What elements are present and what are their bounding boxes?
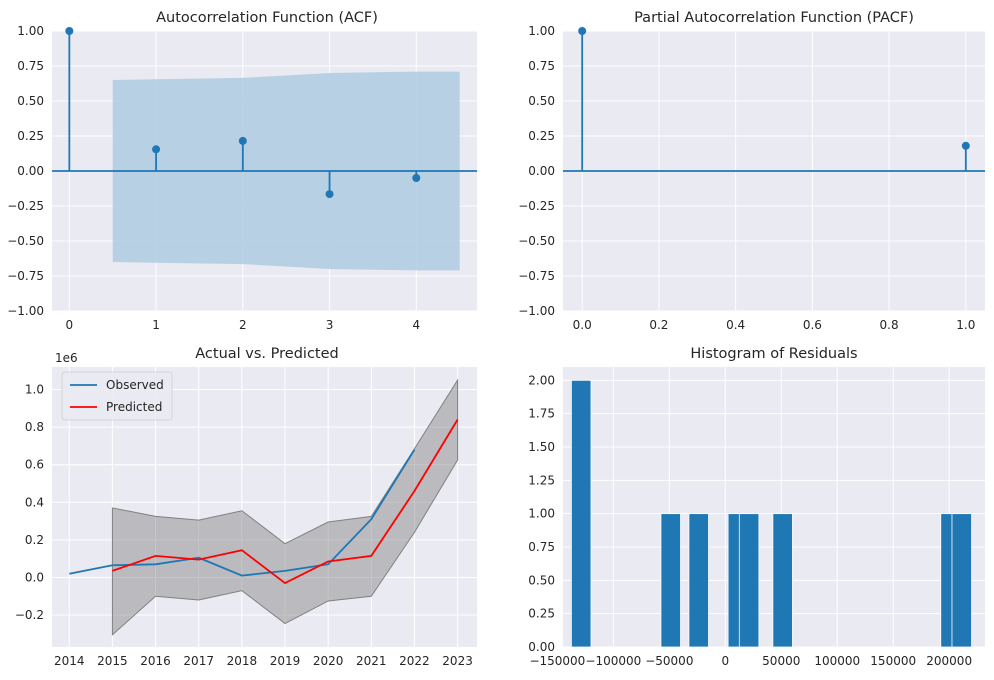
legend-frame: [61, 371, 173, 421]
actual-vs-predicted-subplot: Actual vs. Predicted 1e6 −0.2 0.0 0.2 0.4 0.…: [15, 346, 477, 668]
legend-label-observed: Observed: [106, 378, 164, 392]
avp-ytick-label: 1.0: [25, 383, 44, 397]
legend-label-predicted: Predicted: [106, 400, 162, 414]
hist-bar: [688, 513, 709, 648]
hist-xtick-label: −50000: [645, 654, 693, 668]
avp-xtick-label: 2016: [140, 654, 171, 668]
pacf-ytick-label: −0.25: [518, 199, 555, 213]
hist-bar: [772, 513, 793, 648]
acf-point: [412, 174, 421, 182]
hist-bar: [951, 513, 972, 648]
acf-subplot: Autocorrelation Function (ACF) −1.00 −0.7…: [7, 10, 477, 332]
acf-ytick-label: 0.00: [17, 164, 44, 178]
acf-ytick-label: −0.25: [7, 199, 44, 213]
acf-ytick-label: −0.75: [7, 269, 44, 283]
hist-title: Histogram of Residuals: [690, 346, 857, 362]
pacf-title: Partial Autocorrelation Function (PACF): [634, 10, 914, 26]
avp-xtick-label: 2018: [227, 654, 258, 668]
pacf-ytick-label: 1.00: [528, 24, 555, 38]
hist-xtick-label: 0: [721, 654, 729, 668]
hist-ytick-label: 1.50: [528, 440, 555, 454]
avp-ytick-label: 0.6: [25, 458, 44, 472]
hist-ytick-label: 1.75: [528, 407, 555, 421]
pacf-xtick-label: 0.8: [880, 318, 899, 332]
acf-xtick-label: 4: [412, 318, 420, 332]
acf-xtick-label: 2: [239, 318, 247, 332]
pacf-xtick-label: 0.0: [573, 318, 592, 332]
acf-ytick-label: 0.50: [17, 94, 44, 108]
avp-series-line-predicted: [112, 419, 459, 585]
hist-xtick-label: 100000: [814, 654, 860, 668]
avp-xtick-label: 2019: [270, 654, 301, 668]
hist-ytick-label: 0.00: [528, 640, 555, 654]
acf-xtick-label: 3: [326, 318, 334, 332]
pacf-ytick-label: 0.50: [528, 94, 555, 108]
avp-xtick-label: 2022: [399, 654, 430, 668]
acf-point: [152, 145, 161, 154]
pacf-ytick-label: −0.50: [518, 234, 555, 248]
avp-ytick-label: 0.8: [25, 420, 44, 434]
avp-xtick-label: 2020: [313, 654, 344, 668]
hist-bar: [738, 513, 760, 648]
hist-xtick-label: 50000: [762, 654, 800, 668]
hist-ytick-label: 0.25: [528, 607, 555, 621]
avp-title: Actual vs. Predicted: [195, 346, 338, 362]
avp-ytick-label: 0.2: [25, 533, 44, 547]
pacf-ytick-label: 0.00: [528, 164, 555, 178]
acf-ytick-label: 0.25: [17, 129, 44, 143]
pacf-xtick-label: 0.4: [726, 318, 745, 332]
avp-xtick-label: 2017: [183, 654, 214, 668]
pacf-xtick-label: 1.0: [956, 318, 975, 332]
avp-ytick-label: 0.0: [25, 570, 44, 584]
pacf-ytick-label: 0.25: [528, 129, 555, 143]
hist-xtick-label: −150000: [529, 654, 585, 668]
avp-prediction-interval: [111, 378, 459, 636]
avp-ytick-label: −0.2: [15, 608, 44, 622]
pacf-point: [961, 141, 970, 150]
acf-ytick-label: 0.75: [17, 59, 44, 73]
avp-legend: Observed Predicted: [61, 371, 173, 421]
pacf-subplot: Partial Autocorrelation Function (PACF) …: [518, 10, 985, 332]
hist-ytick-label: 1.25: [528, 473, 555, 487]
acf-xtick-label: 1: [152, 318, 160, 332]
histogram-subplot: Histogram of Residuals 0.00 0.25 0.50 0.75 1…: [528, 346, 985, 668]
acf-point: [325, 190, 334, 199]
avp-xtick-label: 2014: [54, 654, 85, 668]
pacf-point: [578, 27, 587, 35]
acf-title: Autocorrelation Function (ACF): [156, 10, 378, 26]
pacf-xtick-label: 0.2: [649, 318, 668, 332]
hist-ytick-label: 1.00: [528, 507, 555, 521]
acf-ytick-label: −0.50: [7, 234, 44, 248]
pacf-ytick-label: 0.75: [528, 59, 555, 73]
acf-point: [238, 136, 247, 145]
hist-xtick-label: 150000: [870, 654, 916, 668]
acf-ytick-label: 1.00: [17, 24, 44, 38]
hist-xtick-label: 200000: [926, 654, 972, 668]
avp-y-scale-label: 1e6: [55, 351, 78, 365]
pacf-ytick-label: −1.00: [518, 304, 555, 318]
avp-xtick-label: 2015: [97, 654, 128, 668]
hist-ytick-label: 0.50: [528, 573, 555, 587]
avp-xtick-label: 2023: [442, 654, 473, 668]
acf-ytick-label: −1.00: [7, 304, 44, 318]
hist-ytick-label: 0.75: [528, 540, 555, 554]
acf-xtick-label: 0: [66, 318, 74, 332]
avp-xtick-label: 2021: [356, 654, 387, 668]
avp-ytick-label: 0.4: [25, 495, 44, 509]
pacf-xtick-label: 0.6: [803, 318, 822, 332]
acf-point: [65, 27, 74, 35]
pacf-ytick-label: −0.75: [518, 269, 555, 283]
hist-bar: [570, 379, 592, 648]
hist-xtick-label: −100000: [585, 654, 641, 668]
hist-bar: [660, 513, 681, 648]
hist-ytick-label: 2.00: [528, 373, 555, 387]
